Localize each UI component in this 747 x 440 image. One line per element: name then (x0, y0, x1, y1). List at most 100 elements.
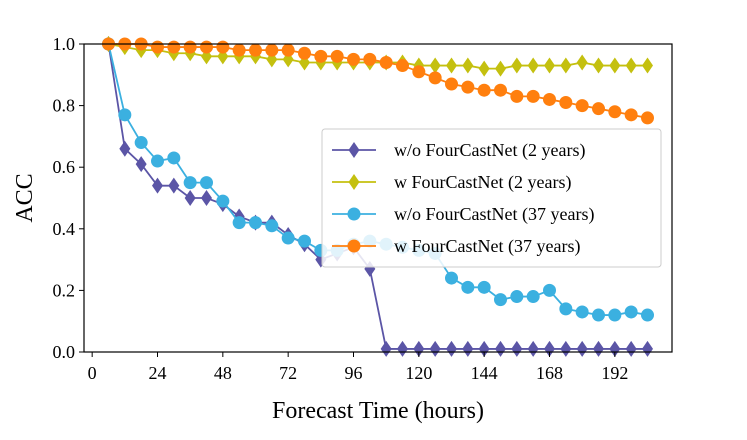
x-tick-label: 72 (279, 363, 297, 383)
data-point (298, 234, 311, 248)
data-point (265, 43, 279, 57)
y-tick-label: 0.0 (53, 342, 76, 362)
data-point (511, 340, 523, 357)
y-axis-label: ACC (12, 173, 38, 222)
data-point (624, 108, 638, 122)
data-point (544, 57, 555, 74)
data-point (167, 40, 181, 54)
plot-frame (83, 43, 673, 353)
x-axis-ticks: 0 24 48 72 96 120 144 168 192 (88, 352, 628, 383)
legend-entry: w FourCastNet (37 years) (332, 236, 580, 257)
data-point (183, 176, 197, 190)
data-point (396, 59, 409, 73)
data-point (526, 290, 540, 304)
data-point (576, 340, 588, 357)
data-point (462, 57, 474, 74)
data-point (281, 43, 295, 57)
series-3 (102, 37, 654, 125)
x-tick-label: 48 (214, 363, 232, 383)
data-point (445, 271, 458, 285)
data-point (576, 54, 588, 71)
data-point (152, 177, 163, 194)
data-point (527, 340, 539, 357)
data-point (592, 102, 605, 116)
data-point (560, 57, 572, 74)
legend-label: w FourCastNet (37 years) (394, 236, 580, 257)
data-point (281, 231, 295, 245)
data-point (330, 49, 344, 63)
data-point (495, 60, 506, 77)
legend-label: w/o FourCastNet (37 years) (394, 204, 594, 225)
data-point (183, 40, 197, 54)
data-point (494, 83, 507, 97)
data-point (511, 57, 523, 74)
y-axis-ticks: 0.0 0.2 0.4 0.6 0.8 1.0 (53, 34, 84, 362)
legend-label: w/o FourCastNet (2 years) (394, 140, 585, 161)
data-point (446, 340, 457, 357)
data-point (413, 340, 425, 357)
data-point (314, 49, 328, 63)
data-point (609, 340, 621, 357)
data-point (494, 293, 507, 307)
x-tick-label: 192 (601, 363, 628, 383)
data-point (641, 111, 654, 125)
legend-marker (347, 239, 361, 253)
x-tick-label: 24 (149, 363, 167, 383)
data-point (575, 305, 589, 319)
legend-label: w FourCastNet (2 years) (394, 172, 571, 193)
data-point (200, 176, 213, 190)
data-point (134, 136, 148, 150)
data-point (232, 43, 246, 57)
y-tick-label: 1.0 (53, 34, 76, 54)
y-tick-label: 0.2 (53, 280, 76, 300)
data-point (168, 177, 180, 194)
data-point (201, 190, 212, 206)
data-point (265, 219, 279, 233)
data-point (249, 216, 262, 230)
y-tick-label: 0.6 (53, 157, 76, 177)
legend-marker (347, 207, 361, 221)
series-line (107, 43, 648, 350)
series-line (108, 43, 648, 119)
x-axis-label: Forecast Time (hours) (272, 398, 484, 424)
data-point (445, 77, 458, 91)
data-point (462, 340, 474, 357)
data-point (446, 57, 457, 74)
data-point (200, 40, 213, 54)
data-point (559, 302, 573, 316)
data-point (543, 283, 556, 297)
data-point (428, 71, 442, 85)
legend-marker (348, 142, 360, 158)
data-point (625, 57, 637, 74)
data-point (429, 340, 441, 357)
data-point (609, 57, 621, 74)
data-point (167, 151, 181, 165)
y-tick-label: 0.4 (53, 219, 76, 239)
data-point (592, 308, 605, 322)
data-point (216, 194, 230, 208)
data-point (379, 55, 393, 69)
x-tick-label: 0 (88, 363, 97, 383)
data-point (151, 154, 164, 168)
data-point (363, 52, 377, 66)
data-point (625, 340, 637, 357)
legend-marker (348, 174, 360, 190)
data-point (510, 89, 524, 103)
data-point (624, 305, 638, 319)
data-point (543, 92, 556, 106)
data-point (641, 308, 654, 322)
data-point (135, 156, 147, 173)
x-tick-label: 96 (345, 363, 363, 383)
legend-box (321, 128, 662, 268)
data-point (118, 108, 132, 122)
data-point (298, 46, 311, 60)
data-point (380, 340, 392, 357)
series-line (108, 43, 648, 70)
data-point (593, 57, 604, 74)
data-point (249, 43, 262, 57)
data-point (184, 190, 196, 206)
data-point (397, 340, 408, 357)
data-point (642, 340, 653, 357)
data-point (527, 57, 539, 74)
